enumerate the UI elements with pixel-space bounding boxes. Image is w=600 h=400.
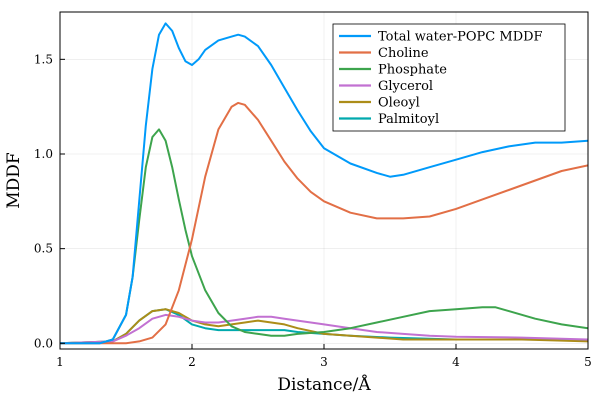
legend-label: Choline (378, 46, 429, 61)
legend-label: Palmitoyl (378, 112, 439, 127)
x-axis-title: Distance/Å (277, 374, 371, 395)
y-tick-label: 1.0 (34, 147, 53, 161)
x-tick-label: 5 (584, 355, 592, 369)
x-tick-label: 4 (452, 355, 460, 369)
series-line-total-water-popc-mddf (60, 22, 588, 345)
series-line-phosphate (60, 128, 588, 345)
series-line-oleoyl (60, 308, 588, 345)
y-tick-label: 0.5 (34, 242, 53, 256)
y-axis-title: MDDF (4, 152, 24, 209)
legend-box (332, 23, 566, 132)
x-tick-label: 2 (188, 355, 196, 369)
y-tick-label: 0.0 (34, 336, 53, 350)
x-tick-label: 3 (320, 355, 328, 369)
legend-label: Glycerol (378, 79, 433, 94)
x-tick-label: 1 (56, 355, 64, 369)
legend-label: Total water-POPC MDDF (378, 30, 543, 45)
axis-ticks: 1 2 3 4 5 0.0 0.5 1.0 1.5 (34, 52, 592, 369)
series-lines (60, 22, 588, 345)
legend-label: Oleoyl (378, 96, 420, 111)
legend-label: Phosphate (378, 63, 447, 78)
y-tick-label: 1.5 (34, 52, 53, 66)
series-line-glycerol (60, 313, 588, 345)
series-line-choline (60, 101, 588, 345)
